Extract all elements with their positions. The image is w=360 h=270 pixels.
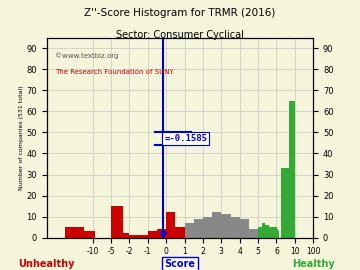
Bar	[123, 233, 130, 238]
Text: Score: Score	[165, 259, 195, 269]
Bar	[240, 219, 249, 238]
Bar	[84, 231, 95, 238]
Bar	[269, 227, 273, 238]
Bar	[230, 217, 240, 238]
Text: The Research Foundation of SUNY: The Research Foundation of SUNY	[55, 69, 174, 75]
Bar	[203, 217, 212, 238]
Bar	[194, 219, 203, 238]
Bar	[258, 227, 262, 238]
Bar	[117, 206, 123, 238]
Text: =-0.1585: =-0.1585	[165, 134, 207, 143]
Bar	[265, 225, 269, 238]
Y-axis label: Number of companies (531 total): Number of companies (531 total)	[19, 85, 24, 190]
Bar	[130, 235, 148, 238]
Bar	[289, 101, 295, 238]
Text: ©www.textbiz.org: ©www.textbiz.org	[55, 52, 118, 59]
Bar	[157, 229, 166, 238]
Bar	[166, 212, 175, 238]
Bar	[221, 214, 230, 238]
Bar	[278, 231, 279, 238]
Bar	[212, 212, 221, 238]
Bar	[277, 229, 278, 238]
Bar	[65, 227, 84, 238]
Bar	[281, 168, 290, 238]
Text: Unhealthy: Unhealthy	[19, 259, 75, 269]
Bar	[148, 231, 157, 238]
Bar	[262, 223, 265, 238]
Text: Healthy: Healthy	[292, 259, 334, 269]
Text: Z''-Score Histogram for TRMR (2016): Z''-Score Histogram for TRMR (2016)	[84, 8, 276, 18]
Bar	[273, 227, 276, 238]
Bar	[249, 229, 258, 238]
Bar	[185, 223, 194, 238]
Text: Sector: Consumer Cyclical: Sector: Consumer Cyclical	[116, 30, 244, 40]
Bar	[276, 227, 277, 238]
Bar	[175, 227, 185, 238]
Bar	[111, 206, 117, 238]
